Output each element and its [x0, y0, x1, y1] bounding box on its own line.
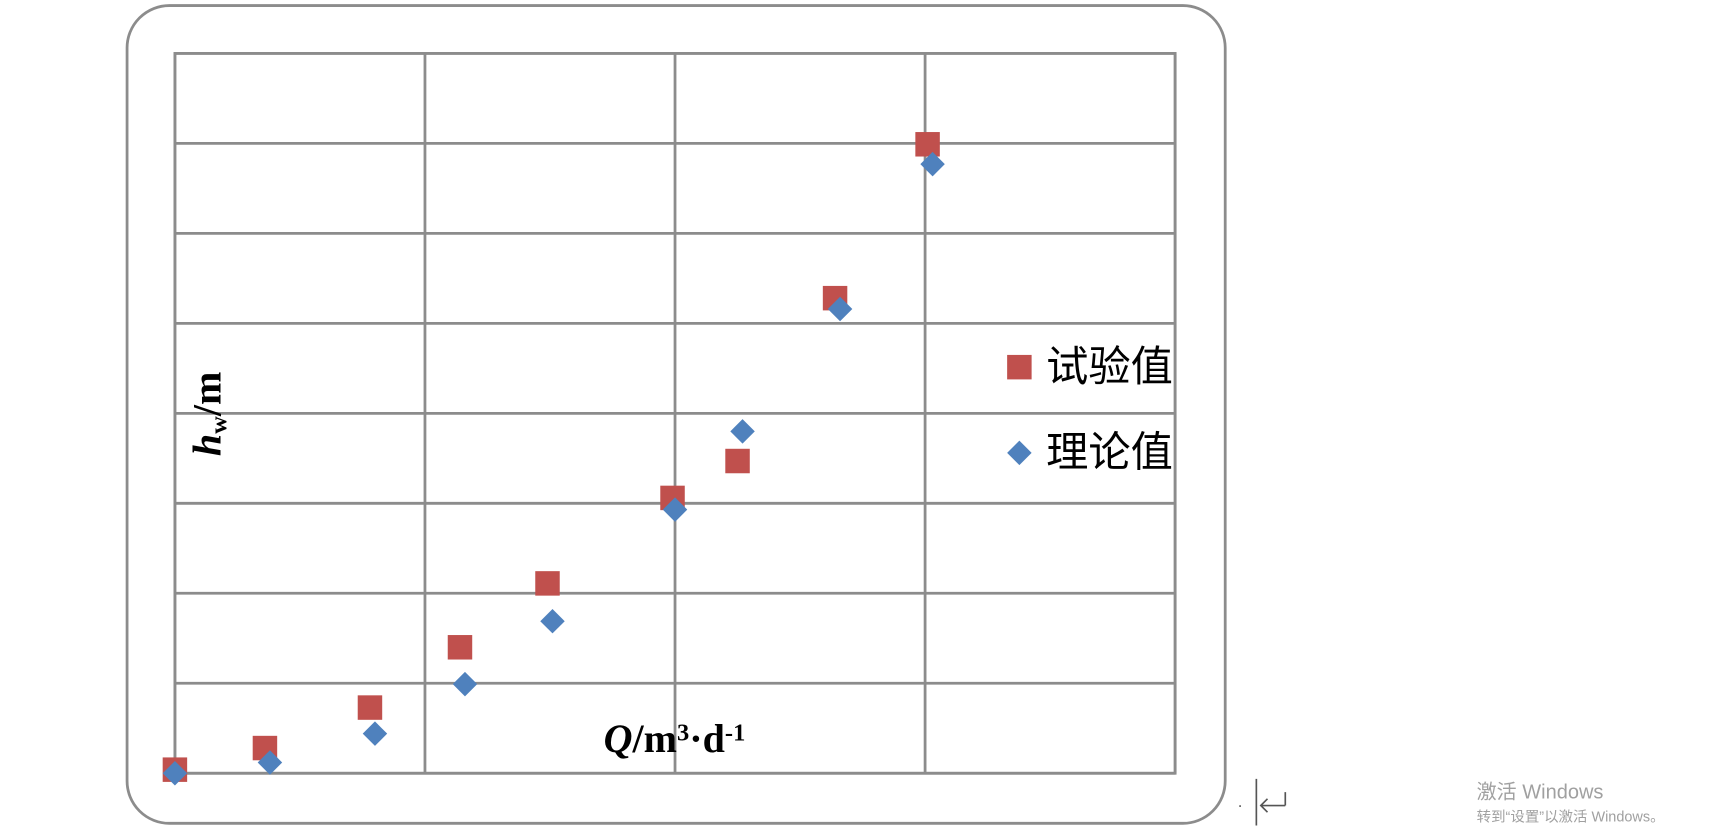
- watermark-subtitle: 转到“设置”以激活 Windows。: [1477, 809, 1665, 826]
- marker-diamond: [827, 296, 853, 322]
- marker-square: [915, 132, 940, 157]
- marker-diamond: [540, 608, 565, 634]
- legend-label: 理论值: [1046, 428, 1173, 477]
- marker-diamond: [662, 497, 688, 522]
- marker-diamond: [362, 721, 388, 746]
- legend-label: 试验值: [1046, 342, 1173, 391]
- y-axis-label: hw/m: [185, 372, 232, 456]
- marker-diamond: [452, 671, 478, 697]
- chart-frame: [125, 4, 1227, 825]
- marker-diamond: [1007, 440, 1032, 466]
- marker-square: [357, 695, 383, 720]
- marker-square: [535, 571, 560, 596]
- marker-diamond: [730, 419, 755, 444]
- marker-square: [447, 635, 473, 660]
- grid: [173, 52, 1177, 775]
- paragraph-dot: ·: [1237, 798, 1242, 815]
- marker-diamond: [162, 761, 188, 786]
- watermark-title: 激活 Windows: [1477, 781, 1604, 804]
- marker-square: [725, 448, 750, 474]
- paragraph-mark: [1255, 778, 1287, 826]
- marks: [162, 132, 945, 786]
- marker-diamond: [920, 151, 945, 177]
- x-axis-label: Q/m3·d-1: [604, 716, 746, 761]
- marker-square: [1007, 354, 1032, 380]
